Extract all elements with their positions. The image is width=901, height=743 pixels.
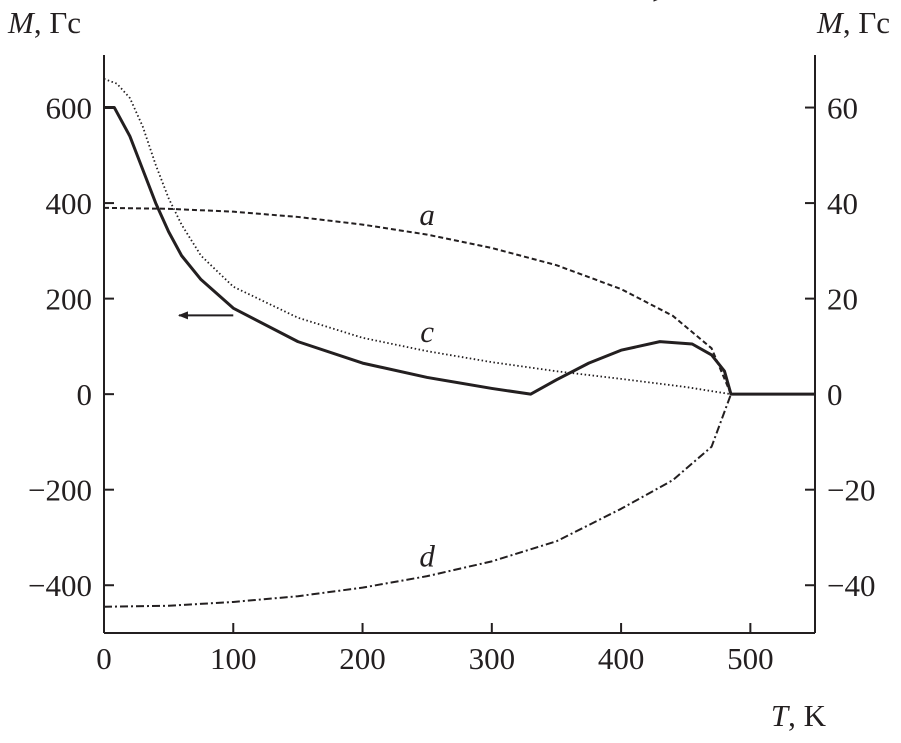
- x-tick-label: 500: [727, 641, 774, 676]
- x-tick-label: 100: [210, 641, 257, 676]
- y-right-tick-label: −40: [827, 568, 875, 603]
- y-left-axis-title-var: M: [7, 5, 36, 40]
- series-group: [103, 78, 815, 608]
- y-left-tick-label: −400: [28, 568, 92, 603]
- x-tick-label: 0: [96, 641, 112, 676]
- y-right-tick-label: 60: [827, 91, 858, 126]
- x-tick-label: 400: [598, 641, 645, 676]
- series-line-a: [103, 206, 732, 395]
- curve-label-a: a: [419, 197, 435, 232]
- y-right-axis-title-unit: , Гс: [843, 5, 890, 40]
- series-line-main: [104, 106, 815, 396]
- y-right-axis-title: M, Гс: [816, 5, 890, 40]
- y-right-tick-label: 20: [827, 282, 858, 317]
- y-right-tick-label: 40: [827, 186, 858, 221]
- x-axis-title-unit: , K: [788, 698, 827, 733]
- x-tick-label: 200: [339, 641, 386, 676]
- y-right-tick-label: −20: [827, 473, 875, 508]
- x-axis-title: T, K: [771, 698, 827, 733]
- y-left-tick-label: −200: [28, 473, 92, 508]
- x-axis-title-var: T: [771, 698, 791, 733]
- y-left-axis-title: M, Гс: [7, 5, 81, 40]
- series-line-d: [103, 393, 732, 608]
- curve-label-d: d: [419, 539, 435, 574]
- x-tick-label: 300: [469, 641, 516, 676]
- y-right-tick-label: 0: [827, 377, 843, 412]
- axes: 0 100 200 300 400 5006004002000−200−400604020…: [28, 55, 875, 676]
- y-right-axis-title-var: M: [816, 5, 845, 40]
- y-left-axis-title-unit: , Гс: [34, 5, 81, 40]
- y-left-tick-label: 600: [46, 91, 93, 126]
- y-left-tick-label: 0: [77, 377, 93, 412]
- y-left-tick-label: 200: [46, 282, 93, 317]
- y-left-tick-label: 400: [46, 186, 93, 221]
- series-line-c: [103, 78, 732, 396]
- curve-label-c: c: [420, 314, 434, 349]
